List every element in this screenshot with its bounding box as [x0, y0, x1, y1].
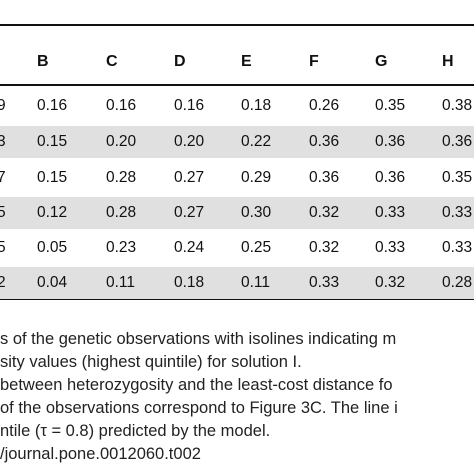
table-cell: 0.30: [241, 204, 272, 221]
table-cell: 0.28: [442, 274, 473, 291]
column-header-h: H: [442, 53, 454, 70]
row-label: 5: [0, 239, 6, 256]
row-label: 3: [0, 133, 6, 150]
footnote-line: sity values (highest quintile) for solut…: [0, 353, 302, 371]
table-cell: 0.16: [37, 97, 68, 114]
table-cell: 0.22: [241, 133, 272, 150]
column-header-e: E: [241, 53, 252, 70]
table-cell: 0.15: [37, 169, 68, 186]
table-row: 9 0.16 0.16 0.16 0.18 0.26 0.35 0.38: [0, 90, 474, 122]
table-cell: 0.38: [442, 97, 473, 114]
table-cell: 0.27: [174, 204, 205, 221]
column-header-c: C: [106, 53, 118, 70]
row-label: 5: [0, 204, 6, 221]
table-cell: 0.25: [241, 239, 272, 256]
table-cell: 0.26: [309, 97, 340, 114]
table-cell: 0.27: [174, 169, 205, 186]
table-cell: 0.04: [37, 274, 68, 291]
table-cell: 0.33: [442, 239, 473, 256]
table-cell: 0.36: [375, 133, 406, 150]
table-cell: 0.28: [106, 204, 137, 221]
table-cell: 0.32: [309, 204, 340, 221]
table-cell: 0.24: [174, 239, 205, 256]
table-cell: 0.12: [37, 204, 68, 221]
table-cell: 0.33: [442, 204, 473, 221]
footnote-line: ntile (τ = 0.8) predicted by the model.: [0, 422, 271, 440]
table-cell: 0.36: [309, 169, 340, 186]
footnote-line: s of the genetic observations with isoli…: [0, 330, 397, 348]
table-cell: 0.16: [106, 97, 137, 114]
table-cell: 0.28: [106, 169, 137, 186]
table-cell: 0.35: [375, 97, 406, 114]
table-row: 3 0.15 0.20 0.20 0.22 0.36 0.36 0.36: [0, 126, 474, 158]
table-row: 5 0.05 0.23 0.24 0.25 0.32 0.33 0.33: [0, 232, 474, 264]
column-header-b: B: [37, 53, 49, 70]
table-cell: 0.18: [241, 97, 272, 114]
footnote-line: of the observations correspond to Figure…: [0, 399, 398, 417]
row-label: 9: [0, 97, 6, 114]
table-row: 5 0.12 0.28 0.27 0.30 0.32 0.33 0.33: [0, 197, 474, 229]
table-cell: 0.16: [174, 97, 205, 114]
table-cell: 0.32: [375, 274, 406, 291]
table-cell: 0.36: [309, 133, 340, 150]
table-cell: 0.32: [309, 239, 340, 256]
table-cell: 0.11: [241, 274, 271, 291]
table-cell: 0.11: [106, 274, 136, 291]
table-cell: 0.33: [375, 239, 406, 256]
column-header-d: D: [174, 53, 186, 70]
table-top-rule: [0, 24, 474, 26]
row-label: 7: [0, 169, 6, 186]
table-cell: 0.35: [442, 169, 473, 186]
table-cell: 0.15: [37, 133, 68, 150]
doi-line: /journal.pone.0012060.t002: [0, 445, 201, 463]
table-cell: 0.36: [375, 169, 406, 186]
table-row: 2 0.04 0.11 0.18 0.11 0.33 0.32 0.28: [0, 267, 474, 299]
column-header-f: F: [309, 53, 319, 70]
table-bottom-rule: [0, 298, 474, 300]
table-cell: 0.05: [37, 239, 68, 256]
column-header-g: G: [375, 53, 388, 70]
table-cell: 0.23: [106, 239, 137, 256]
row-label: 2: [0, 274, 6, 291]
table-cell: 0.33: [375, 204, 406, 221]
footnote-line: between heterozygosity and the least-cos…: [0, 376, 393, 394]
table-row: 7 0.15 0.28 0.27 0.29 0.36 0.36 0.35: [0, 162, 474, 194]
table-cell: 0.29: [241, 169, 272, 186]
table-cell: 0.18: [174, 274, 205, 291]
table-cell: 0.20: [106, 133, 137, 150]
table-header-rule: [0, 84, 474, 86]
table-cell: 0.33: [309, 274, 340, 291]
table-cell: 0.20: [174, 133, 205, 150]
table-cell: 0.36: [442, 133, 473, 150]
